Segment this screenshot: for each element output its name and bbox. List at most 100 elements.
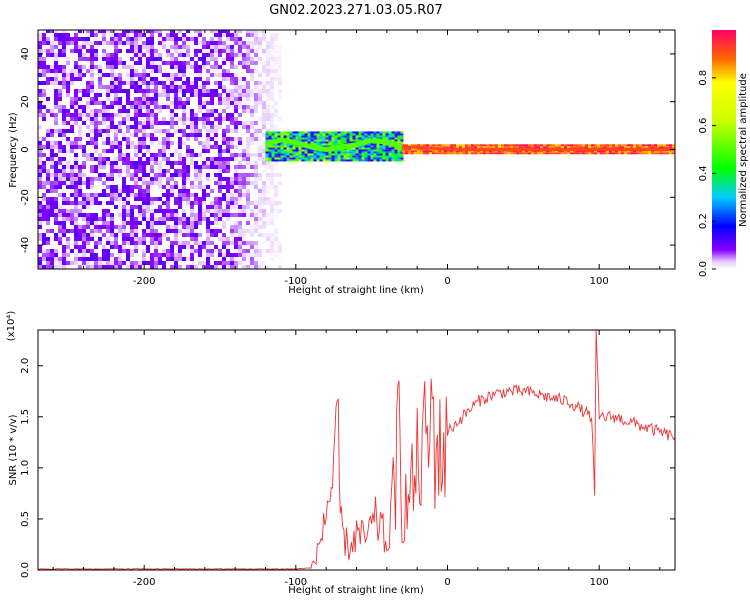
heatmap-cell [630,144,633,147]
heatmap-cell [182,169,186,173]
heatmap-cell [355,151,359,154]
heatmap-cell [254,105,258,109]
heatmap-cell [150,57,154,61]
snr-y-tick-label: 1.0 [20,460,31,476]
heatmap-cell [154,53,158,57]
heatmap-cell [202,245,206,249]
heatmap-cell [612,146,615,149]
heatmap-cell [627,152,630,155]
heatmap-cell [182,241,186,245]
heatmap-cell [46,65,50,69]
heatmap-cell [280,133,284,136]
heatmap-cell [46,205,50,209]
heatmap-cell [82,93,86,97]
heatmap-cell [162,265,166,269]
heatmap-cell [621,146,624,149]
heatmap-cell [118,261,122,265]
heatmap-cell [118,225,122,229]
heatmap-cell [198,49,202,53]
heatmap-cell [186,229,190,233]
heatmap-cell [42,61,46,65]
heatmap-cell [138,109,142,113]
heatmap-cell [74,97,78,101]
heatmap-cell [146,73,150,77]
heatmap-cell [242,249,246,253]
heatmap-cell [150,41,154,45]
heatmap-cell [591,144,594,147]
heatmap-cell [567,144,570,147]
heatmap-cell [74,201,78,205]
heatmap-cell [62,261,66,265]
heatmap-cell [178,105,182,109]
heatmap-cell [54,113,58,117]
heatmap-cell [270,221,274,225]
heatmap-cell [222,45,226,49]
heatmap-cell [283,157,287,160]
heatmap-cell [126,169,130,173]
heatmap-cell [38,237,42,241]
heatmap-cell [178,173,182,177]
heatmap-cell [94,125,98,129]
heatmap-cell [134,45,138,49]
heatmap-cell [206,185,210,189]
heatmap-cell [138,57,142,61]
heatmap-cell [134,225,138,229]
heatmap-cell [186,225,190,229]
heatmap-cell [122,117,126,121]
heatmap-cell [186,149,190,153]
heatmap-cell [382,145,386,148]
heatmap-cell [54,197,58,201]
heatmap-cell [226,261,230,265]
heatmap-cell [102,57,106,61]
heatmap-cell [194,81,198,85]
heatmap-cell [226,265,230,269]
heatmap-cell [86,81,90,85]
heatmap-cell [408,150,411,153]
heatmap-cell [504,144,507,147]
heatmap-cell [254,121,258,125]
heatmap-cell [630,152,633,155]
heatmap-cell [110,185,114,189]
heatmap-cell [242,209,246,213]
heatmap-cell [242,177,246,181]
heatmap-cell [50,133,54,137]
heatmap-cell [352,157,356,160]
heatmap-cell [606,144,609,147]
heatmap-cell [202,201,206,205]
heatmap-cell [423,144,426,147]
heatmap-cell [385,147,389,150]
heatmap-cell [385,153,389,156]
heatmap-cell [194,53,198,57]
heatmap-cell [286,151,290,154]
heatmap-cell [313,153,317,156]
heatmap-cell [106,73,110,77]
heatmap-cell [242,149,246,153]
heatmap-cell [277,155,281,158]
heatmap-cell [50,161,54,165]
heatmap-cell [114,237,118,241]
heatmap-cell [86,185,90,189]
heatmap-cell [364,149,368,152]
heatmap-cell [38,173,42,177]
heatmap-cell [441,150,444,153]
heatmap-cell [238,30,242,33]
heatmap-cell [603,146,606,149]
heatmap-cell [340,139,344,142]
heatmap-cell [206,69,210,73]
heatmap-cell [150,201,154,205]
heatmap-cell [266,65,270,69]
heatmap-cell [271,133,275,136]
heatmap-cell [258,117,262,121]
heatmap-cell [627,144,630,147]
heatmap-cell [234,73,238,77]
heatmap-cell [459,152,462,155]
heatmap-cell [138,129,142,133]
heatmap-cell [114,73,118,77]
heatmap-cell [328,131,332,134]
heatmap-cell [38,45,42,49]
heatmap-cell [58,37,62,41]
heatmap-cell [174,33,178,37]
heatmap-cell [600,144,603,147]
heatmap-cell [82,153,86,157]
